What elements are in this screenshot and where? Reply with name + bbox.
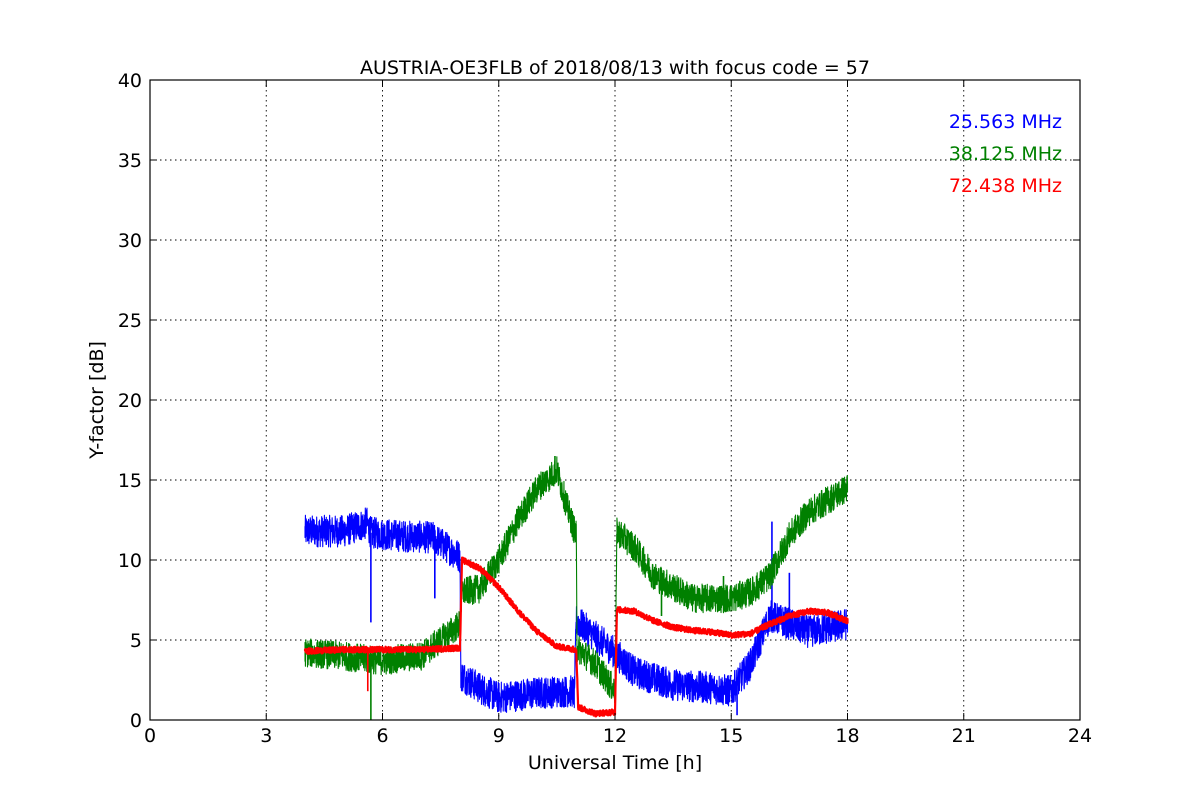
y-tick-label: 40: [118, 70, 142, 92]
x-tick-label: 12: [603, 725, 627, 747]
y-tick-label: 0: [130, 710, 142, 732]
y-tick-label: 25: [118, 310, 142, 332]
x-axis-label: Universal Time [h]: [528, 752, 702, 774]
legend-entry: 72.438 MHz: [949, 175, 1062, 197]
legend-entry: 25.563 MHz: [949, 111, 1062, 133]
series-line-1: [304, 507, 849, 713]
y-tick-label: 5: [130, 630, 142, 652]
legend: 25.563 MHz 38.125 MHz 72.438 MHz: [949, 111, 1062, 197]
y-axis-label: Y-factor [dB]: [86, 341, 108, 460]
series-layer: [303, 456, 849, 720]
x-tick-label: 0: [144, 725, 156, 747]
x-tick-label: 6: [376, 725, 388, 747]
x-tick-label: 3: [260, 725, 272, 747]
y-tick-label: 30: [118, 230, 142, 252]
x-tick-label: 18: [835, 725, 859, 747]
series-line-2: [304, 456, 849, 704]
y-tick-label: 15: [118, 470, 142, 492]
ticks: 0 3 6 9 12 15 18 21 24 0 5 10 15 20 25 30 35 40: [118, 70, 1092, 747]
x-tick-label: 9: [493, 725, 505, 747]
x-tick-label: 21: [952, 725, 976, 747]
series-line-3: [303, 556, 849, 718]
grid: [150, 80, 1080, 720]
legend-entry: 38.125 MHz: [949, 143, 1062, 165]
y-tick-label: 10: [118, 550, 142, 572]
x-tick-label: 24: [1068, 725, 1092, 747]
x-tick-label: 15: [719, 725, 743, 747]
y-tick-label: 20: [118, 390, 142, 412]
chart-title: AUSTRIA-OE3FLB of 2018/08/13 with focus …: [360, 57, 870, 79]
y-tick-label: 35: [118, 150, 142, 172]
